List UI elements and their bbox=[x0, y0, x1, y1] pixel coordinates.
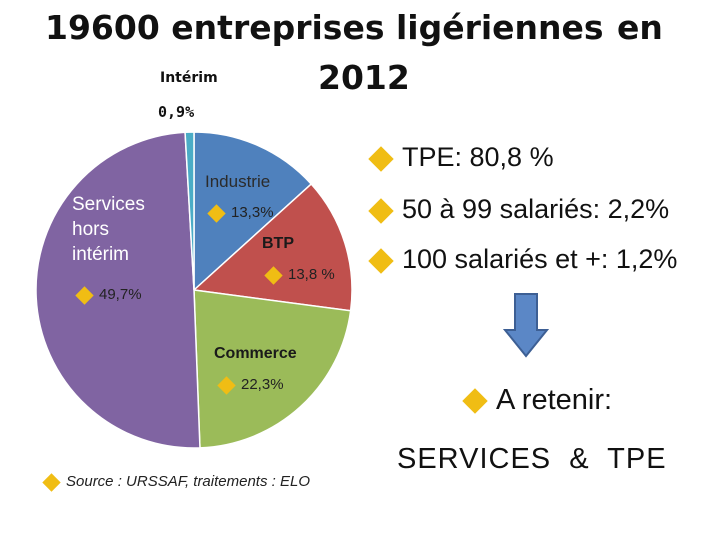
btp-label: BTP bbox=[262, 235, 294, 252]
btp-value: 13,8 % bbox=[264, 265, 335, 285]
pie-slice-commerce bbox=[193, 289, 352, 449]
diamond-bullet-icon bbox=[368, 198, 394, 224]
interim-label: Intérim bbox=[160, 70, 218, 86]
industrie-label: Industrie bbox=[205, 172, 270, 191]
source-note: Source : URSSAF, traitements : ELO bbox=[42, 472, 310, 492]
pie-slice-btp bbox=[192, 182, 353, 312]
services-value: 49,7% bbox=[75, 285, 142, 305]
services-label-line3: intérim bbox=[72, 244, 129, 265]
down-arrow-icon bbox=[503, 293, 549, 358]
pie-slice-industrie bbox=[193, 131, 313, 292]
conclusion-text: SERVICES & TPE bbox=[397, 443, 667, 475]
commerce-value: 22,3% bbox=[217, 375, 284, 395]
diamond-bullet-icon bbox=[42, 472, 61, 492]
pie-slice-int-rim bbox=[184, 131, 195, 291]
bullet-50-99: 50 à 99 salariés: 2,2% bbox=[368, 194, 669, 225]
commerce-label: Commerce bbox=[214, 345, 297, 362]
retenir-label: A retenir: bbox=[462, 384, 612, 417]
title-year: 2012 bbox=[318, 58, 410, 97]
diamond-bullet-icon bbox=[217, 375, 236, 395]
diamond-bullet-icon bbox=[368, 248, 394, 274]
diamond-bullet-icon bbox=[264, 265, 283, 285]
industrie-value: 13,3% bbox=[207, 203, 274, 223]
interim-value: 0,9% bbox=[158, 103, 195, 121]
diamond-bullet-icon bbox=[207, 203, 226, 223]
diamond-bullet-icon bbox=[462, 388, 488, 415]
services-label-line2: hors bbox=[72, 219, 109, 240]
bullet-tpe: TPE: 80,8 % bbox=[368, 142, 554, 173]
title-en: en bbox=[617, 8, 663, 47]
title-line1: 19600 entreprises ligériennes bbox=[45, 8, 604, 47]
pie-slices bbox=[35, 131, 353, 449]
pie-slice-services-hors-int-rim bbox=[35, 131, 201, 449]
bullet-100-plus: 100 salariés et +: 1,2% bbox=[368, 244, 677, 275]
diamond-bullet-icon bbox=[368, 146, 394, 172]
diamond-bullet-icon bbox=[75, 285, 94, 305]
services-label-line1: Services bbox=[72, 194, 145, 215]
